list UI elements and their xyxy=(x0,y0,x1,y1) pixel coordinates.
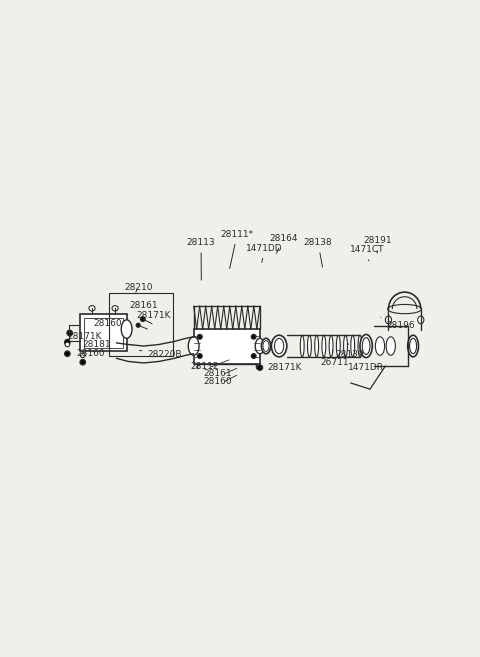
Bar xyxy=(109,293,173,356)
Ellipse shape xyxy=(386,337,396,355)
Ellipse shape xyxy=(385,316,392,324)
Circle shape xyxy=(197,353,202,358)
Text: 28161: 28161 xyxy=(129,302,157,311)
Ellipse shape xyxy=(336,335,340,357)
Bar xyxy=(193,329,260,364)
Text: 28171K: 28171K xyxy=(67,332,102,341)
Circle shape xyxy=(65,340,70,345)
Text: 28160: 28160 xyxy=(204,377,232,386)
Ellipse shape xyxy=(308,335,312,357)
Ellipse shape xyxy=(322,335,326,357)
Text: 28181: 28181 xyxy=(83,340,111,349)
Ellipse shape xyxy=(360,334,372,357)
Ellipse shape xyxy=(362,338,370,355)
Bar xyxy=(84,318,123,348)
Ellipse shape xyxy=(263,340,269,351)
Circle shape xyxy=(81,353,85,357)
Text: 28191: 28191 xyxy=(364,236,393,253)
Text: 28111*: 28111* xyxy=(221,230,254,269)
Ellipse shape xyxy=(408,335,419,357)
Ellipse shape xyxy=(262,338,271,353)
Ellipse shape xyxy=(300,335,304,357)
Text: 28210: 28210 xyxy=(124,283,153,292)
Text: 1471CT: 1471CT xyxy=(350,245,384,261)
Text: 28164: 28164 xyxy=(269,234,298,254)
Text: 28171K: 28171K xyxy=(260,363,302,372)
Text: 28160: 28160 xyxy=(77,350,105,358)
Text: 28220B: 28220B xyxy=(139,350,182,359)
Text: 28160: 28160 xyxy=(94,319,122,328)
Circle shape xyxy=(65,342,70,347)
Text: 26711: 26711 xyxy=(320,350,348,367)
Text: 28139: 28139 xyxy=(336,344,364,359)
Ellipse shape xyxy=(271,335,287,357)
Text: 1471DR: 1471DR xyxy=(348,357,384,372)
Bar xyxy=(81,315,127,351)
Ellipse shape xyxy=(409,338,417,353)
Text: 28161: 28161 xyxy=(204,369,232,378)
Ellipse shape xyxy=(315,335,319,357)
Ellipse shape xyxy=(275,338,284,353)
Ellipse shape xyxy=(329,335,333,357)
Ellipse shape xyxy=(255,338,264,353)
Text: 28138: 28138 xyxy=(304,238,332,267)
Text: 28112: 28112 xyxy=(191,362,219,371)
Circle shape xyxy=(252,353,256,358)
Ellipse shape xyxy=(89,306,95,311)
Ellipse shape xyxy=(358,335,362,357)
Circle shape xyxy=(197,334,202,339)
Ellipse shape xyxy=(112,306,118,311)
Text: 28171K: 28171K xyxy=(137,311,171,320)
Ellipse shape xyxy=(351,335,355,357)
Ellipse shape xyxy=(418,316,424,324)
Circle shape xyxy=(252,334,256,339)
Circle shape xyxy=(257,365,263,371)
Circle shape xyxy=(136,323,140,327)
Text: 28196: 28196 xyxy=(381,317,415,330)
Ellipse shape xyxy=(375,337,384,355)
Circle shape xyxy=(65,351,70,357)
Ellipse shape xyxy=(188,337,199,355)
Ellipse shape xyxy=(121,320,132,338)
Circle shape xyxy=(141,317,145,321)
Circle shape xyxy=(67,330,72,336)
Circle shape xyxy=(80,359,85,365)
Text: 28113: 28113 xyxy=(187,238,216,280)
Text: 1471DD: 1471DD xyxy=(246,244,283,262)
Ellipse shape xyxy=(344,335,348,357)
